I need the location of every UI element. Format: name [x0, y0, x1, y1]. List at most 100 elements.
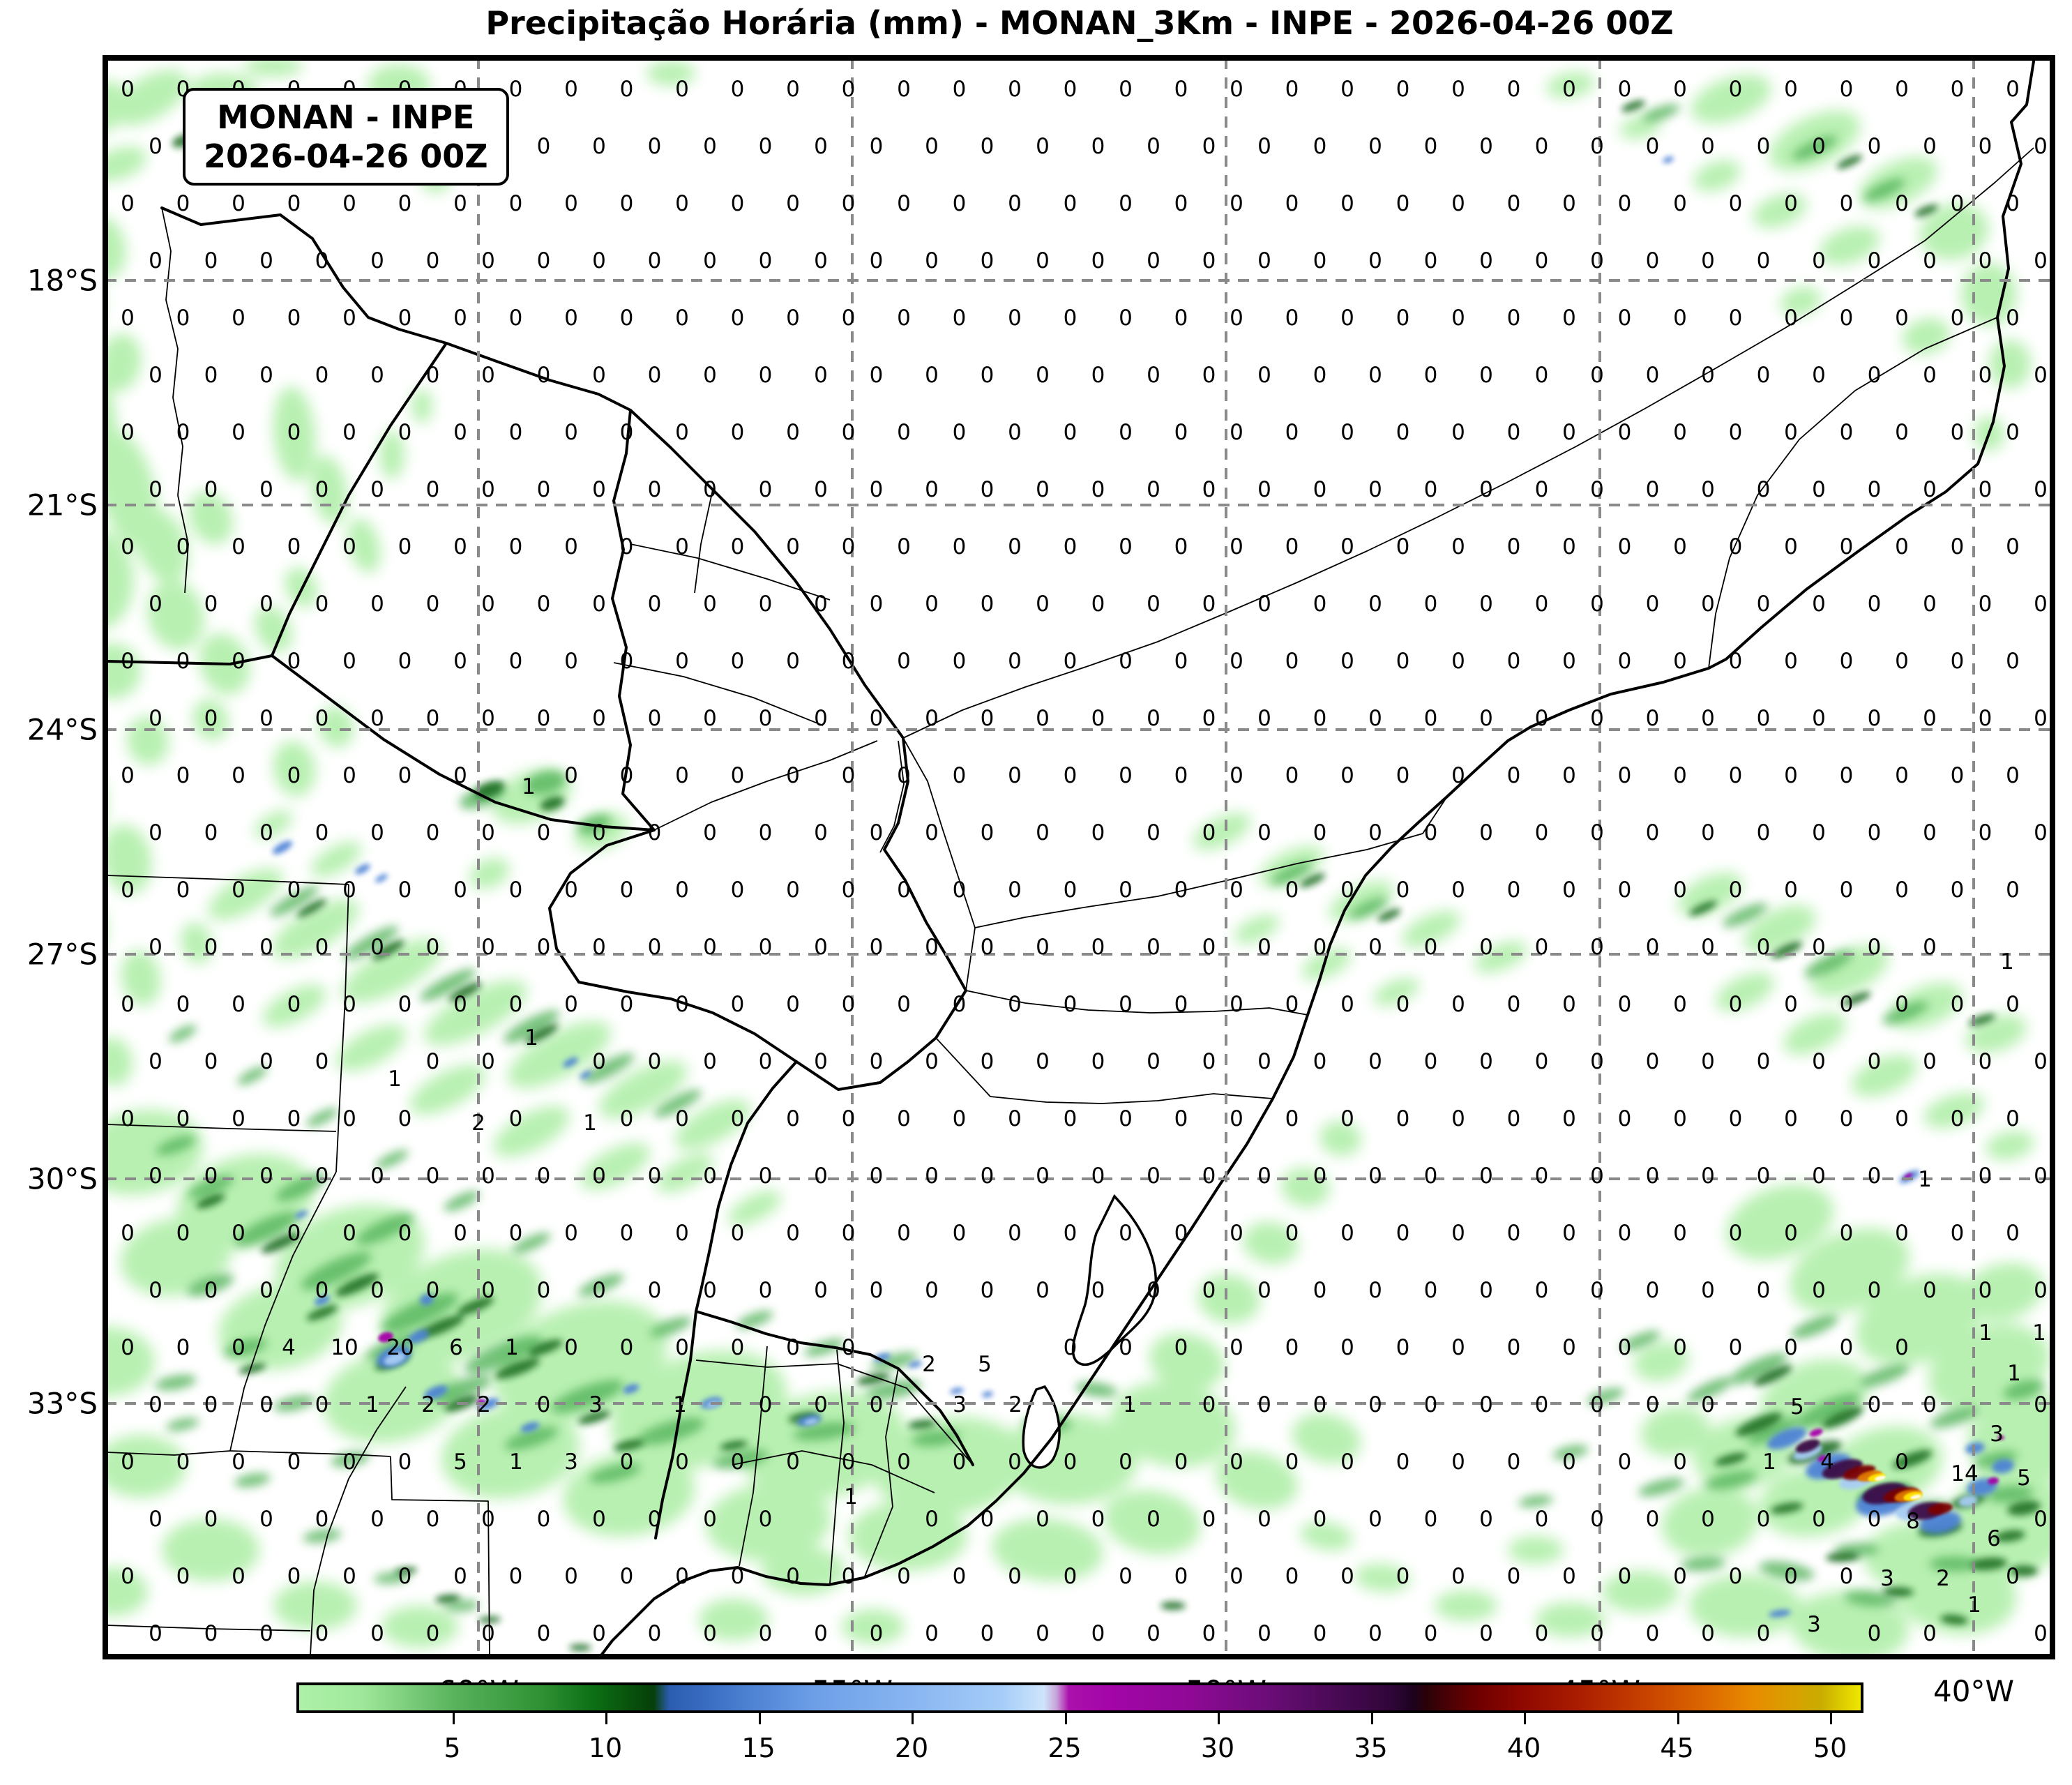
grid-value-zero: 0	[1396, 763, 1410, 788]
grid-value-zero: 0	[121, 1106, 135, 1131]
grid-value-zero: 0	[1174, 649, 1188, 674]
grid-value-zero: 0	[1812, 820, 1826, 845]
grid-value-zero: 0	[1618, 763, 1632, 788]
grid-value-zero: 0	[1757, 248, 1771, 273]
grid-value-zero: 0	[287, 1449, 301, 1475]
grid-value-zero: 0	[1535, 592, 1549, 617]
grid-value-zero: 0	[592, 1507, 606, 1532]
grid-value-zero: 0	[592, 706, 606, 731]
grid-value-zero: 0	[315, 820, 329, 845]
grid-value-zero: 0	[981, 1049, 995, 1074]
grid-value-zero: 0	[509, 306, 523, 331]
grid-value-zero: 0	[1895, 534, 1909, 559]
grid-value-zero: 0	[897, 649, 911, 674]
grid-value-zero: 0	[1784, 878, 1798, 903]
grid-value-zero: 0	[481, 1278, 495, 1303]
grid-value-zero: 0	[648, 592, 662, 617]
grid-value-zero: 0	[1618, 1335, 1632, 1360]
grid-value-zero: 0	[925, 134, 939, 159]
grid-value-zero: 0	[842, 992, 856, 1017]
grid-value-zero: 0	[1147, 820, 1160, 845]
grid-value-zero: 0	[2034, 1049, 2048, 1074]
grid-value-zero: 0	[453, 306, 467, 331]
grid-value-zero: 0	[592, 592, 606, 617]
grid-value-zero: 0	[1590, 248, 1604, 273]
grid-value-zero: 0	[1368, 1621, 1382, 1646]
grid-value: 1	[1967, 1592, 1981, 1618]
grid-value-zero: 0	[981, 1621, 995, 1646]
grid-value-zero: 0	[1479, 363, 1493, 388]
grid-value-zero: 0	[1313, 1621, 1327, 1646]
grid-value-zero: 0	[592, 248, 606, 273]
grid-value-zero: 0	[1174, 1564, 1188, 1589]
grid-value-zero: 0	[1202, 820, 1216, 845]
grid-value-zero: 0	[1757, 1621, 1771, 1646]
grid-value-zero: 0	[1895, 1335, 1909, 1360]
grid-value-zero: 0	[1979, 820, 1992, 845]
grid-value-zero: 0	[731, 306, 745, 331]
grid-value-zero: 0	[287, 1221, 301, 1246]
grid-value-zero: 0	[1313, 134, 1327, 159]
grid-value-zero: 0	[1091, 248, 1105, 273]
grid-value-zero: 0	[1535, 248, 1549, 273]
grid-value-zero: 0	[1285, 306, 1299, 331]
grid-value-zero: 0	[925, 820, 939, 845]
grid-value-zero: 0	[315, 1507, 329, 1532]
grid-value-zero: 0	[149, 706, 162, 731]
grid-value-zero: 0	[1036, 1163, 1050, 1189]
grid-value-zero: 0	[1951, 878, 1965, 903]
grid-value-zero: 0	[1064, 878, 1077, 903]
grid-value: 20	[386, 1335, 414, 1360]
grid-value-zero: 0	[1729, 1221, 1743, 1246]
grid-value-zero: 0	[1396, 420, 1410, 445]
grid-value-zero: 0	[1340, 420, 1354, 445]
grid-value-zero: 0	[564, 1564, 578, 1589]
grid-value-zero: 0	[1479, 820, 1493, 845]
grid-value-zero: 0	[1064, 1221, 1077, 1246]
grid-value-zero: 0	[1119, 763, 1133, 788]
grid-value-zero: 0	[1840, 420, 1854, 445]
grid-value-zero: 0	[481, 935, 495, 960]
value-grid: 0 0 0 0 0 0 0 0 0 0 0 0 0 0 0 0 0 0 0 0 0 0 0 0 0 0 0 0 0 0 0 0 0 0 0 0 0 0 0 0…	[121, 77, 2048, 1646]
grid-value: 1	[1123, 1392, 1137, 1417]
grid-value-zero: 0	[786, 878, 800, 903]
grid-value-zero: 0	[564, 1221, 578, 1246]
grid-value-zero: 0	[1951, 992, 1965, 1017]
grid-value-zero: 0	[1451, 534, 1465, 559]
map-frame: 0 0 0 0 0 0 0 0 0 0 0 0 0 0 0 0 0 0 0 0 0 0 0 0 0 0 0 0 0 0 0 0 0 0 0 0 0 0 0 0…	[103, 55, 2055, 1659]
grid-value-zero: 0	[426, 1278, 440, 1303]
grid-value-zero: 0	[925, 1163, 939, 1189]
grid-value-zero: 0	[1036, 1049, 1050, 1074]
grid-value-zero: 0	[398, 1106, 412, 1131]
lat-axis-label: 30°S	[27, 1161, 98, 1196]
grid-value-zero: 0	[842, 1335, 856, 1360]
grid-value-zero: 0	[648, 820, 662, 845]
grid-value-zero: 0	[870, 706, 884, 731]
grid-value-zero: 0	[648, 248, 662, 273]
stamp-model-name: MONAN - INPE	[217, 98, 475, 136]
grid-value-zero: 0	[842, 878, 856, 903]
grid-value-zero: 0	[1701, 820, 1715, 845]
grid-value-zero: 0	[870, 1163, 884, 1189]
grid-value-zero: 0	[1368, 1278, 1382, 1303]
grid-value: 3	[953, 1392, 967, 1417]
grid-value-zero: 0	[703, 935, 717, 960]
grid-value-zero: 0	[232, 534, 245, 559]
grid-value-zero: 0	[842, 420, 856, 445]
grid-value-zero: 0	[1230, 1449, 1243, 1475]
grid-value-zero: 0	[1895, 420, 1909, 445]
grid-value-zero: 0	[2034, 477, 2048, 502]
grid-value-zero: 0	[814, 706, 828, 731]
grid-value-zero: 0	[1424, 1163, 1438, 1189]
grid-value-zero: 0	[1673, 878, 1687, 903]
grid-value-zero: 0	[897, 77, 911, 102]
grid-value-zero: 0	[259, 1049, 273, 1074]
grid-value-zero: 0	[481, 363, 495, 388]
grid-value-zero: 0	[675, 1106, 689, 1131]
grid-value-zero: 0	[1257, 1507, 1271, 1532]
grid-value: 1	[388, 1067, 402, 1092]
grid-value-zero: 0	[1064, 1449, 1077, 1475]
grid-value-zero: 0	[537, 592, 551, 617]
grid-value-zero: 0	[981, 820, 995, 845]
grid-value-zero: 0	[1479, 248, 1493, 273]
